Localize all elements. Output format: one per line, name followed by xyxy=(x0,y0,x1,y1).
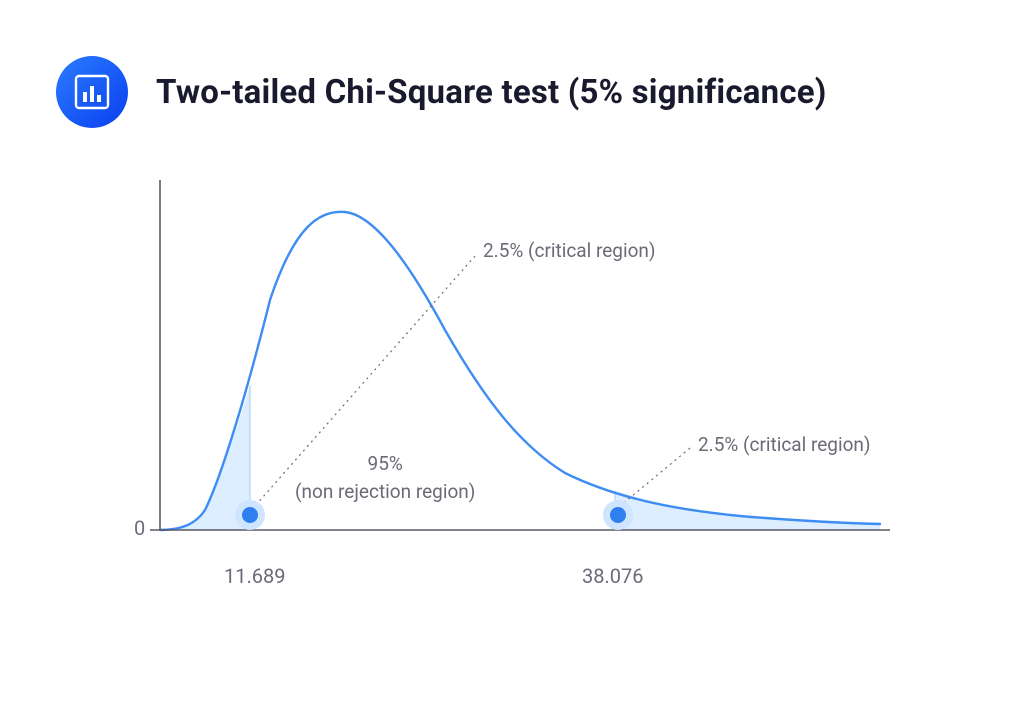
non-rejection-text: (non rejection region) xyxy=(295,480,475,503)
non-rejection-label: 95% (non rejection region) xyxy=(295,450,475,505)
chart-svg xyxy=(120,170,890,610)
header: Two-tailed Chi-Square test (5% significa… xyxy=(56,56,964,128)
y-origin-label: 0 xyxy=(134,516,145,540)
non-rejection-pct: 95% xyxy=(368,452,403,475)
page-root: Two-tailed Chi-Square test (5% significa… xyxy=(0,0,1024,728)
x-tick-left: 11.689 xyxy=(224,564,285,588)
chi-square-chart: 0 11.689 38.076 95% (non rejection regio… xyxy=(120,170,890,610)
marker-dot xyxy=(610,507,626,523)
right-critical-marker xyxy=(603,500,633,530)
chart-icon-badge xyxy=(56,56,128,128)
page-title: Two-tailed Chi-Square test (5% significa… xyxy=(156,73,827,112)
left-critical-marker xyxy=(235,500,265,530)
callout-right-critical: 2.5% (critical region) xyxy=(698,433,871,456)
right-critical-fill xyxy=(615,491,880,530)
marker-dot xyxy=(242,507,258,523)
x-tick-right: 38.076 xyxy=(582,564,643,588)
bar-chart-icon xyxy=(72,72,112,112)
callout-left-critical: 2.5% (critical region) xyxy=(483,239,656,262)
